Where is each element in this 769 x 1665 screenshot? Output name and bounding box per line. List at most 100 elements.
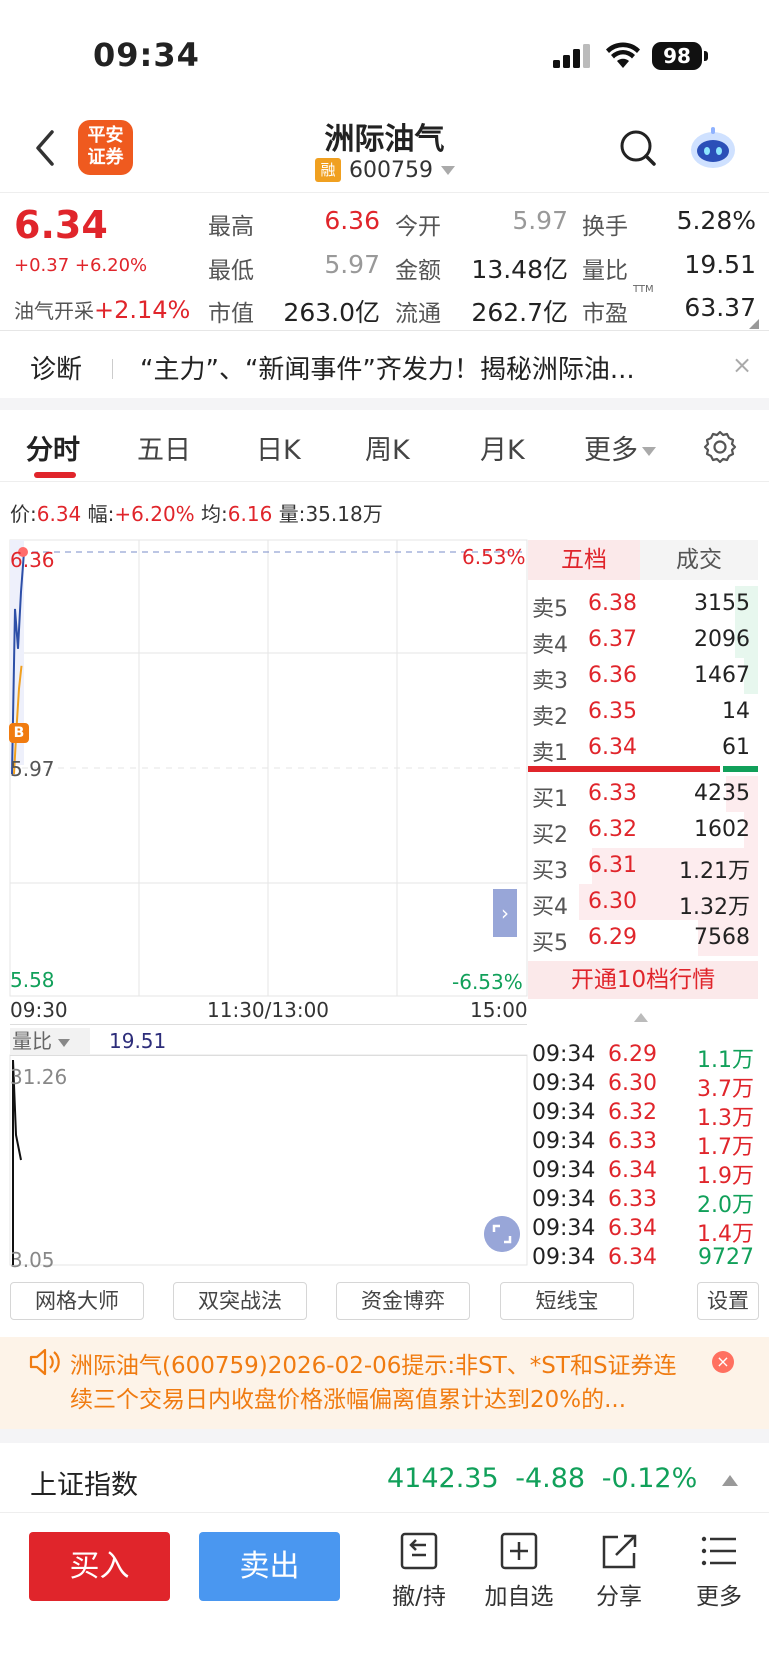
tick-time: 09:34	[532, 1245, 596, 1270]
tab-five-day[interactable]: 五日	[137, 435, 191, 466]
bid-row[interactable]: 买3 6.31 1.21万	[528, 848, 758, 884]
share-label: 分享	[596, 1584, 642, 1610]
info-amp: +6.20%	[114, 502, 195, 526]
withdraw-icon	[400, 1532, 438, 1570]
status-bar: 09:34 98	[0, 0, 769, 110]
tab-more[interactable]: 更多	[584, 428, 656, 467]
sector-info[interactable]: 油气开采+2.14%	[14, 295, 190, 324]
tick-volume: 1.3万	[697, 1106, 754, 1131]
tab-weekly-k[interactable]: 周K	[365, 435, 410, 466]
value-turnover: 5.28%	[676, 206, 756, 235]
ask-row[interactable]: 卖4 6.37 2096	[528, 622, 758, 658]
intraday-chart[interactable]	[0, 535, 528, 1270]
wifi-icon	[606, 42, 640, 68]
depth-bar	[698, 920, 758, 956]
high-dot	[18, 547, 28, 557]
broker-logo: 平安 证券	[78, 120, 133, 175]
tool-double-breakout[interactable]: 双突战法	[173, 1282, 307, 1320]
ai-robot-icon[interactable]	[688, 124, 738, 172]
level-label: 买1	[532, 787, 568, 812]
tick-price: 6.34	[608, 1216, 657, 1241]
notice-banner[interactable]: 洲际油气(600759)2026-02-06提示:非ST、*ST和S证券连续三个…	[0, 1337, 769, 1429]
bid-row[interactable]: 买4 6.30 1.32万	[528, 884, 758, 920]
expand-corner-icon[interactable]	[749, 319, 759, 329]
tool-fund-game[interactable]: 资金博弈	[336, 1282, 470, 1320]
info-avg: 6.16	[227, 502, 273, 526]
value-low: 5.97	[324, 250, 380, 279]
fullscreen-icon[interactable]	[484, 1216, 520, 1252]
level-volume: 1602	[694, 817, 750, 842]
level-volume: 7568	[694, 925, 750, 950]
share-button[interactable]: 分享	[574, 1531, 664, 1611]
ask-row[interactable]: 卖5 6.38 3155	[528, 586, 758, 622]
diagnosis-text[interactable]: “主力”、“新闻事件”齐发力！揭秘洲际油...	[140, 355, 635, 385]
info-line: 价:6.34 幅:+6.20% 均:6.16 量:35.18万	[10, 498, 383, 527]
open-10-levels-button[interactable]: 开通10档行情	[528, 961, 758, 999]
tick-row: 09:34 6.34 9727	[532, 1245, 758, 1273]
buy-button[interactable]: 买入	[29, 1532, 170, 1601]
bid-row[interactable]: 买5 6.29 7568	[528, 920, 758, 956]
divider	[112, 359, 113, 379]
add-watchlist-button[interactable]: 加自选	[474, 1531, 564, 1611]
buy-marker[interactable]: B	[9, 723, 29, 743]
sell-button[interactable]: 卖出	[199, 1532, 340, 1601]
tick-volume: 1.9万	[697, 1164, 754, 1189]
tool-settings[interactable]: 设置	[697, 1282, 759, 1320]
stock-name: 洲际油气	[324, 122, 445, 157]
withdraw-hold-button[interactable]: 撤/持	[374, 1531, 464, 1611]
logo-line-2: 证券	[87, 147, 124, 168]
tab-trades[interactable]: 成交	[640, 540, 758, 580]
chevron-right-icon[interactable]: ›	[493, 889, 517, 937]
level-price: 6.37	[588, 627, 637, 652]
time-start: 09:30	[10, 998, 68, 1022]
label-open: 今开	[395, 214, 441, 240]
cellular-signal-icon	[553, 44, 590, 68]
chevron-up-icon[interactable]	[634, 1013, 648, 1022]
indicator-selector[interactable]: 量比	[10, 1028, 90, 1054]
gear-icon[interactable]	[703, 430, 737, 464]
search-icon[interactable]	[618, 128, 658, 168]
tab-intraday[interactable]: 分时	[26, 435, 80, 466]
section-divider	[0, 398, 769, 410]
tool-short-term[interactable]: 短线宝	[500, 1282, 634, 1320]
value-market-cap: 263.0亿	[283, 298, 380, 327]
level-label: 买3	[532, 859, 568, 884]
info-vol: 35.18万	[305, 502, 383, 526]
chevron-up-icon[interactable]	[722, 1475, 738, 1486]
close-icon[interactable]: ×	[732, 351, 753, 379]
label-turnover: 换手	[582, 214, 628, 240]
chevron-down-icon	[58, 1038, 70, 1047]
level-volume: 1.21万	[679, 859, 750, 884]
tick-price: 6.32	[608, 1100, 657, 1125]
indicator-label: 量比	[12, 1029, 52, 1053]
bid-row[interactable]: 买2 6.32 1602	[528, 812, 758, 848]
sector-change: +2.14%	[94, 296, 191, 324]
close-icon[interactable]: ×	[712, 1351, 734, 1373]
tab-five-levels[interactable]: 五档	[528, 540, 640, 580]
tick-row: 09:34 6.29 1.1万	[532, 1042, 758, 1073]
label-pe: 市盈	[582, 301, 628, 327]
ask-row[interactable]: 卖1 6.34 61	[528, 730, 758, 766]
bid-row[interactable]: 买1 6.33 4235	[528, 776, 758, 812]
level-volume: 1467	[694, 663, 750, 688]
ask-row[interactable]: 卖3 6.36 1467	[528, 658, 758, 694]
tab-monthly-k[interactable]: 月K	[480, 435, 525, 466]
depth-bar	[726, 776, 758, 812]
more-button[interactable]: 更多	[674, 1531, 764, 1611]
back-arrow-icon[interactable]	[28, 126, 64, 170]
sub-indicator-bar: 量比 19.51	[10, 1024, 527, 1056]
indicator-value: 19.51	[109, 1029, 167, 1053]
stock-code-selector[interactable]: 融 600759	[315, 156, 455, 184]
speaker-icon	[29, 1348, 60, 1376]
index-ticker[interactable]: 上证指数 4142.35 -4.88 -0.12%	[0, 1443, 769, 1513]
tick-time: 09:34	[532, 1100, 596, 1125]
ask-row[interactable]: 卖2 6.35 14	[528, 694, 758, 730]
tool-grid-master[interactable]: 网格大师	[10, 1282, 144, 1320]
tick-time: 09:34	[532, 1187, 596, 1212]
tick-row: 09:34 6.33 2.0万	[532, 1187, 758, 1218]
value-volume-ratio: 19.51	[684, 250, 756, 279]
tab-daily-k[interactable]: 日K	[256, 435, 301, 466]
level-price: 6.29	[588, 925, 637, 950]
diagnosis-bar[interactable]: 诊断 “主力”、“新闻事件”齐发力！揭秘洲际油... ×	[0, 330, 769, 398]
value-high: 6.36	[324, 206, 380, 235]
